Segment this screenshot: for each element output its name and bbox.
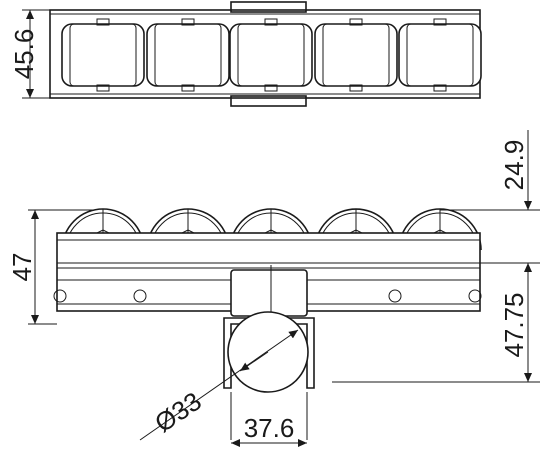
bottom-bracket-tab (230, 95, 307, 107)
side-view: 47 24.9 47.75 Ø33 37.6 (7, 130, 540, 447)
top-roller-group (61, 18, 482, 92)
rail-hole (468, 289, 482, 303)
dim-diameter: Ø33 (149, 386, 207, 438)
top-roller (146, 18, 230, 92)
dim-side-height: 47 (7, 253, 37, 282)
dim-rail-drop: 47.75 (499, 292, 529, 357)
dim-top-height: 45.6 (9, 29, 39, 80)
top-roller (398, 18, 482, 92)
bracket-fork (223, 317, 315, 389)
dim-bracket-width: 37.6 (244, 413, 295, 443)
top-roller (314, 18, 398, 92)
rail-hole-group (53, 289, 482, 303)
top-roller (61, 18, 145, 92)
dim-line-diameter (139, 329, 299, 441)
top-view: 45.6 (9, 1, 482, 107)
top-bracket-tab (230, 1, 307, 13)
bracket-block (230, 269, 308, 317)
dim-roller-offset: 24.9 (499, 140, 529, 191)
rail-hole (388, 289, 402, 303)
top-roller (229, 18, 313, 92)
rail-hole (53, 289, 67, 303)
rail-hole (133, 289, 147, 303)
